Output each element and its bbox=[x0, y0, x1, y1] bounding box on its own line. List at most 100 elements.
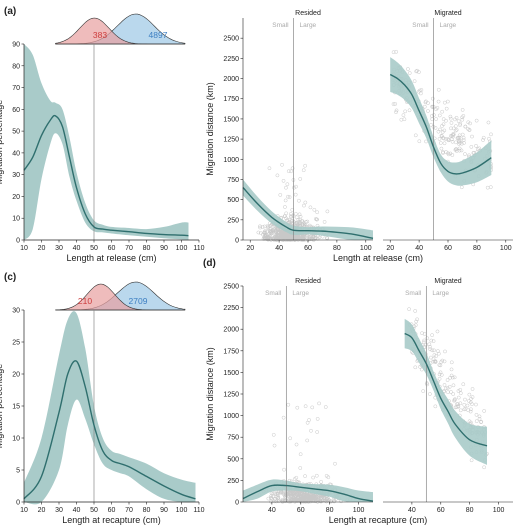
data-point bbox=[284, 216, 288, 221]
data-point bbox=[453, 124, 458, 128]
data-point bbox=[293, 192, 298, 197]
data-point bbox=[428, 344, 432, 349]
confidence-band bbox=[390, 57, 492, 186]
data-point bbox=[451, 131, 456, 136]
fit-line bbox=[242, 484, 374, 502]
x-tick-label: 40 bbox=[275, 245, 283, 252]
y-tick-label: 500 bbox=[227, 197, 239, 204]
y-tick-label: 80 bbox=[12, 63, 20, 70]
data-point bbox=[479, 420, 483, 425]
data-point bbox=[271, 228, 275, 233]
y-axis-label: Migration percentage bbox=[0, 100, 4, 185]
data-point bbox=[302, 498, 307, 502]
data-point bbox=[469, 458, 474, 463]
data-point bbox=[295, 405, 300, 410]
data-point bbox=[303, 474, 307, 478]
data-point bbox=[315, 210, 320, 215]
data-point bbox=[305, 438, 310, 443]
density-count-red: 383 bbox=[93, 30, 107, 40]
data-point bbox=[306, 497, 310, 501]
data-point bbox=[442, 141, 447, 146]
data-point bbox=[293, 211, 298, 216]
x-tick-label: 80 bbox=[473, 245, 481, 252]
data-point bbox=[294, 215, 299, 220]
data-point bbox=[289, 169, 293, 174]
data-point bbox=[458, 387, 463, 392]
data-point bbox=[258, 225, 262, 230]
x-axis-label: Length at release (cm) bbox=[66, 253, 156, 263]
data-point bbox=[440, 358, 445, 363]
data-point bbox=[446, 152, 451, 157]
data-point bbox=[488, 185, 493, 190]
data-point bbox=[487, 136, 491, 141]
density-count-red: 210 bbox=[78, 296, 92, 306]
data-point bbox=[468, 400, 473, 405]
data-point bbox=[279, 490, 284, 495]
data-point bbox=[460, 132, 465, 137]
data-point bbox=[457, 148, 462, 153]
y-tick-label: 70 bbox=[12, 85, 20, 92]
data-point bbox=[298, 177, 303, 181]
data-point bbox=[269, 495, 273, 500]
data-point bbox=[425, 382, 430, 387]
x-tick-label: 110 bbox=[193, 245, 204, 252]
data-point bbox=[433, 359, 438, 364]
data-point bbox=[443, 386, 448, 391]
data-point bbox=[416, 89, 421, 94]
data-point bbox=[449, 367, 454, 372]
data-point bbox=[300, 237, 305, 242]
data-point bbox=[444, 106, 449, 111]
x-axis-label: Length at recapture (cm) bbox=[329, 515, 428, 525]
data-point bbox=[303, 163, 308, 168]
size-label-small: Small bbox=[412, 22, 429, 29]
data-point bbox=[481, 138, 485, 142]
data-point bbox=[469, 407, 473, 412]
data-point bbox=[458, 391, 463, 396]
data-point bbox=[424, 99, 428, 104]
data-point bbox=[461, 138, 466, 142]
data-point bbox=[275, 230, 280, 234]
data-point bbox=[269, 499, 273, 504]
density-count-blue: 2709 bbox=[129, 296, 148, 306]
y-tick-label: 25 bbox=[12, 340, 20, 347]
x-tick-label: 20 bbox=[386, 245, 394, 252]
data-point bbox=[323, 405, 328, 409]
data-point bbox=[456, 402, 460, 407]
data-point bbox=[456, 404, 461, 409]
fit-line bbox=[389, 73, 492, 175]
y-tick-label: 0 bbox=[16, 500, 20, 507]
y-tick-label: 50 bbox=[12, 129, 20, 136]
data-point bbox=[311, 475, 316, 480]
data-point bbox=[433, 404, 438, 409]
data-point bbox=[445, 378, 450, 382]
data-point bbox=[407, 71, 412, 75]
data-point bbox=[432, 353, 437, 357]
data-point bbox=[284, 185, 288, 190]
fit-line bbox=[23, 114, 189, 237]
data-point bbox=[450, 139, 455, 144]
data-point bbox=[401, 113, 406, 118]
y-tick-label: 1750 bbox=[223, 96, 239, 103]
data-point bbox=[440, 130, 445, 134]
data-point bbox=[280, 162, 284, 167]
data-point bbox=[444, 137, 448, 141]
data-point bbox=[465, 403, 470, 408]
data-point bbox=[307, 418, 311, 422]
size-label-large: Large bbox=[300, 22, 317, 29]
data-point bbox=[294, 496, 298, 501]
data-point bbox=[436, 349, 440, 353]
y-axis-label: Migration percentage bbox=[0, 364, 4, 449]
x-tick-label: 70 bbox=[125, 507, 133, 514]
data-point bbox=[451, 392, 456, 396]
data-point bbox=[453, 397, 457, 402]
data-point bbox=[449, 126, 453, 131]
data-point bbox=[300, 222, 305, 227]
data-point bbox=[436, 87, 441, 92]
data-point bbox=[314, 217, 318, 221]
data-point bbox=[415, 317, 420, 322]
data-point bbox=[322, 496, 327, 501]
data-point bbox=[293, 499, 297, 504]
data-point bbox=[288, 436, 292, 441]
y-tick-label: 2000 bbox=[223, 327, 239, 334]
data-point bbox=[276, 499, 281, 504]
